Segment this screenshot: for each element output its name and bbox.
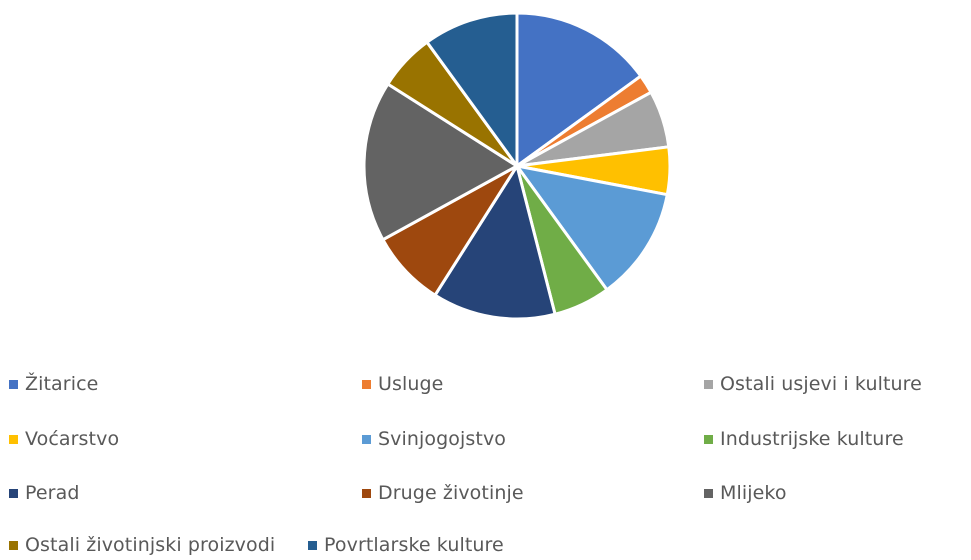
legend-swatch (9, 379, 18, 389)
legend-swatch (9, 488, 18, 498)
legend-label: Mlijeko (720, 482, 787, 504)
legend-item-industrijske-kulture: Industrijske kulture (704, 424, 904, 454)
legend-label: Ostali životinjski proizvodi (25, 534, 276, 556)
pie-slice-0 (515, 11, 643, 168)
legend-item-usluge: Usluge (362, 369, 443, 399)
pie-chart (362, 11, 672, 321)
pie-slice-8 (362, 82, 519, 242)
legend-swatch (362, 488, 371, 498)
legend-swatch (704, 488, 713, 498)
pie-slice-10 (425, 11, 519, 168)
legend-label: Žitarice (25, 373, 99, 395)
legend-swatch (9, 540, 18, 550)
pie-slice-4 (515, 164, 669, 292)
legend-item-perad: Perad (9, 478, 80, 508)
legend-item-vocarstvo: Voćarstvo (9, 424, 119, 454)
legend-item-mlijeko: Mlijeko (704, 478, 787, 508)
legend-label: Povrtlarske kulture (324, 534, 504, 556)
legend-label: Svinjogojstvo (378, 428, 507, 450)
legend-item-svinjogojstvo: Svinjogojstvo (362, 424, 506, 454)
legend-item-druge-zivotinje: Druge životinje (362, 478, 524, 508)
legend-label: Ostali usjevi i kulture (720, 373, 922, 395)
pie-slice-6 (433, 164, 557, 321)
legend-swatch (308, 540, 317, 550)
legend-item-povrtlarske-kulture: Povrtlarske kulture (308, 530, 504, 560)
legend-label: Industrijske kulture (720, 428, 904, 450)
legend-swatch (704, 379, 713, 389)
legend-swatch (704, 434, 713, 444)
legend-item-zitarice: Žitarice (9, 369, 98, 399)
legend-label: Voćarstvo (25, 428, 120, 450)
legend-swatch (362, 379, 371, 389)
legend-item-ostali-zivotinjski-proizvodi: Ostali životinjski proizvodi (9, 530, 275, 560)
legend-label: Usluge (378, 373, 444, 395)
legend-label: Druge životinje (378, 482, 524, 504)
legend-label: Perad (25, 482, 80, 504)
legend-swatch (362, 434, 371, 444)
legend-item-ostali-usjevi: Ostali usjevi i kulture (704, 369, 922, 399)
legend-swatch (9, 434, 18, 444)
